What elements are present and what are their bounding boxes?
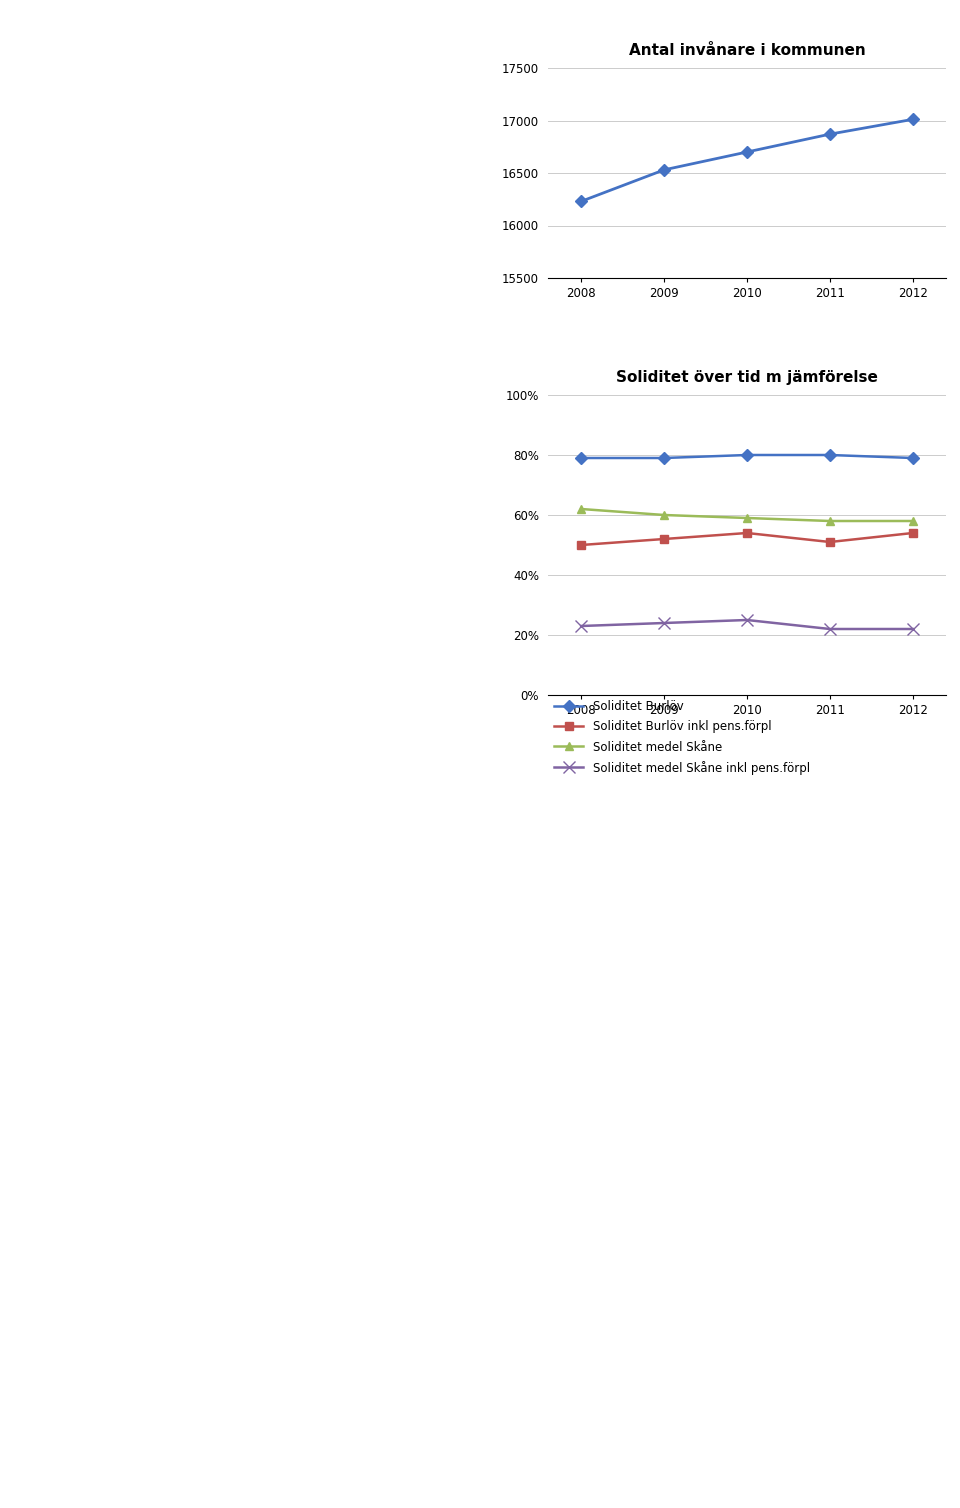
Line: Soliditet Burlöv inkl pens.förpl: Soliditet Burlöv inkl pens.förpl xyxy=(577,529,917,549)
Soliditet medel Skåne inkl pens.förpl xyxy=(907,620,919,638)
Soliditet medel Skåne inkl pens.förpl xyxy=(741,611,753,629)
Line: Soliditet Burlöv: Soliditet Burlöv xyxy=(577,451,917,461)
Soliditet Burlöv inkl pens.förpl xyxy=(575,535,587,553)
Soliditet Burlöv xyxy=(659,449,670,467)
Line: Soliditet medel Skåne inkl pens.förpl: Soliditet medel Skåne inkl pens.förpl xyxy=(576,614,919,635)
Soliditet Burlöv xyxy=(575,449,587,467)
Soliditet Burlöv inkl pens.förpl xyxy=(741,523,753,541)
Soliditet Burlöv xyxy=(741,446,753,464)
Soliditet medel Skåne inkl pens.förpl xyxy=(659,614,670,632)
Soliditet medel Skåne inkl pens.förpl xyxy=(575,617,587,635)
Soliditet medel Skåne xyxy=(824,511,835,529)
Legend: Soliditet Burlöv, Soliditet Burlöv inkl pens.förpl, Soliditet medel Skåne, Solid: Soliditet Burlöv, Soliditet Burlöv inkl … xyxy=(554,700,810,775)
Soliditet Burlöv xyxy=(824,446,835,464)
Soliditet Burlöv xyxy=(907,449,919,467)
Soliditet Burlöv inkl pens.förpl xyxy=(907,523,919,541)
Line: Soliditet medel Skåne: Soliditet medel Skåne xyxy=(577,505,917,525)
Soliditet Burlöv inkl pens.förpl xyxy=(824,532,835,550)
Text: Antal invånare i kommunen: Antal invånare i kommunen xyxy=(629,44,865,57)
Soliditet Burlöv inkl pens.förpl xyxy=(659,529,670,547)
Soliditet medel Skåne xyxy=(575,501,587,519)
Soliditet medel Skåne xyxy=(741,510,753,528)
Soliditet medel Skåne inkl pens.förpl xyxy=(824,620,835,638)
Text: Soliditet över tid m jämförelse: Soliditet över tid m jämförelse xyxy=(616,369,878,385)
Soliditet medel Skåne xyxy=(907,511,919,529)
Soliditet medel Skåne xyxy=(659,507,670,525)
